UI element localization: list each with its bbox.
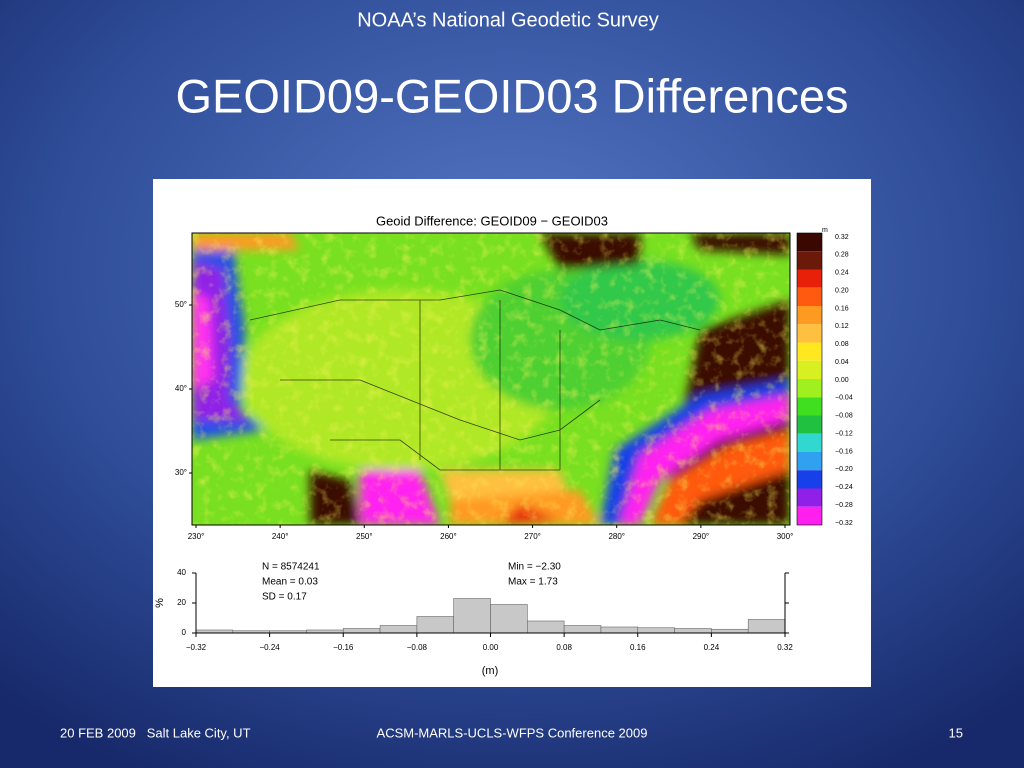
colorbar-label: 0.20	[835, 287, 849, 294]
footer-date-location: 20 FEB 2009 Salt Lake City, UT	[60, 725, 251, 740]
colorbar-label: −0.12	[835, 430, 853, 437]
colorbar-swatch	[797, 415, 822, 434]
stat-annotation: Max = 1.73	[508, 577, 558, 588]
colorbar-label: −0.24	[835, 484, 853, 491]
colorbar-label: −0.08	[835, 413, 853, 420]
lat-label: 50°	[175, 300, 187, 309]
colorbar-unit: m	[822, 227, 828, 234]
lon-label: 290°	[693, 532, 710, 541]
histogram-bar	[527, 620, 565, 634]
lon-label: 300°	[777, 532, 794, 541]
colorbar-swatch	[797, 324, 822, 343]
colorbar-swatch	[797, 287, 822, 306]
histogram-bar	[600, 626, 639, 634]
stat-annotation: Min = −2.30	[508, 562, 561, 573]
x-tick-label: 0.24	[704, 643, 720, 652]
x-tick-label: −0.08	[407, 643, 428, 652]
histogram-bar	[379, 625, 418, 634]
colorbar-label: −0.32	[835, 520, 853, 527]
colorbar-label: 0.08	[835, 341, 849, 348]
x-tick-label: 0.32	[777, 643, 793, 652]
colorbar-label: −0.20	[835, 466, 853, 473]
histogram: 0 20 40 −0.32 −0.24 −0.16 −0.08 0.00 0.08 0.16 0.2…	[154, 562, 793, 677]
y-tick-label: 20	[177, 598, 186, 607]
colorbar-swatch	[797, 452, 822, 471]
footer-conference: ACSM-MARLS-UCLS-WFPS Conference 2009	[377, 725, 648, 740]
colorbar-swatch	[797, 269, 822, 288]
histogram-bar	[711, 628, 749, 634]
page-number: 15	[949, 725, 963, 740]
lat-label: 40°	[175, 384, 187, 393]
colorbar-label: 0.04	[835, 359, 849, 366]
colorbar-label: 0.00	[835, 377, 849, 384]
histogram-bar	[674, 628, 712, 634]
colorbar-swatch	[797, 470, 822, 489]
colorbar-swatch	[797, 233, 822, 252]
map-axes: 50° 40° 30° 230° 240° 250° 260° 270° 280° 290° 300…	[175, 300, 793, 541]
colorbar-swatch	[797, 360, 822, 379]
stat-annotation: SD = 0.17	[262, 592, 307, 603]
colorbar-label: −0.16	[835, 448, 853, 455]
lon-label: 240°	[272, 532, 289, 541]
x-tick-label: −0.16	[333, 643, 354, 652]
x-tick-label: −0.32	[186, 643, 207, 652]
colorbar-label: 0.32	[835, 234, 849, 241]
y-axis-label: %	[154, 598, 166, 608]
x-tick-label: 0.08	[556, 643, 572, 652]
lon-label: 230°	[188, 532, 205, 541]
lon-label: 280°	[608, 532, 625, 541]
histogram-bar	[637, 627, 675, 634]
slide-title: GEOID09-GEOID03 Differences	[175, 69, 848, 122]
histogram-bar	[453, 598, 491, 634]
histogram-bar	[416, 616, 454, 634]
lon-label: 250°	[356, 532, 373, 541]
colorbar-label: 0.16	[835, 305, 849, 312]
map-raster	[192, 233, 790, 525]
stat-annotation: Mean = 0.03	[262, 577, 318, 588]
lon-label: 270°	[524, 532, 541, 541]
x-tick-label: 0.00	[483, 643, 499, 652]
x-axis-label: (m)	[482, 665, 499, 677]
colorbar-swatch	[797, 488, 822, 507]
histogram-bar	[563, 625, 602, 634]
colorbar-swatch	[797, 306, 822, 325]
x-tick-label: −0.24	[260, 643, 281, 652]
colorbar-label: −0.28	[835, 502, 853, 509]
colorbar: 0.32 0.28 0.24 0.20 0.16 0.12 0.08 0.04 0.00 −0.0…	[796, 232, 853, 527]
stat-annotation: N = 8574241	[262, 562, 320, 573]
lon-label: 260°	[440, 532, 457, 541]
colorbar-swatch	[797, 506, 822, 525]
colorbar-swatch	[797, 379, 822, 398]
colorbar-swatch	[797, 397, 822, 416]
colorbar-frame	[796, 232, 823, 526]
colorbar-swatch	[797, 342, 822, 361]
colorbar-label: 0.24	[835, 270, 849, 277]
histogram-bar	[490, 604, 528, 634]
y-tick-label: 0	[182, 628, 187, 637]
organization: NOAA’s National Geodetic Survey	[357, 9, 659, 31]
histogram-bar	[342, 628, 381, 634]
map-frame	[191, 232, 791, 526]
colorbar-swatch	[797, 433, 822, 452]
x-tick-label: 0.16	[630, 643, 646, 652]
colorbar-swatch	[797, 251, 822, 270]
histogram-bar	[747, 619, 786, 634]
lat-label: 30°	[175, 468, 187, 477]
y-tick-label: 40	[177, 568, 186, 577]
map-title: Geoid Difference: GEOID09 − GEOID03	[376, 213, 608, 228]
colorbar-label: 0.28	[835, 252, 849, 259]
colorbar-label: −0.04	[835, 395, 853, 402]
colorbar-label: 0.12	[835, 323, 849, 330]
